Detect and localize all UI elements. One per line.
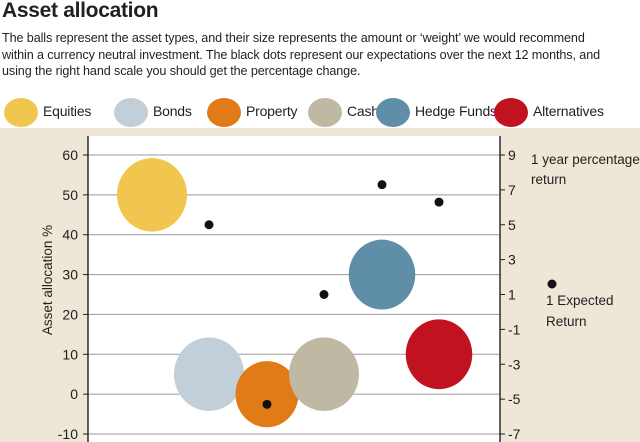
expected-return-dot [434,197,444,207]
y-tick-label-right: -1 [508,321,521,337]
legend-swatch-bonds [114,98,148,127]
legend-swatch-alternatives [494,98,528,127]
legend-swatch-cash [308,98,342,127]
annotation-label: Return [546,314,587,329]
y2-axis-label: return [531,172,566,187]
y2-axis-label: 1 year percentage [531,152,640,167]
legend-swatch-hedge-funds [376,98,410,127]
expected-return-dot [319,290,329,299]
y-tick-label-right: 9 [508,147,516,163]
legend-label: Cash [347,103,379,119]
ball-cash [289,337,359,411]
y-tick-label-left: -10 [58,426,78,442]
y-axis-label: Asset allocation % [40,225,55,335]
y-tick-label-left: 0 [70,386,78,402]
y-tick-label-right: 5 [508,217,516,233]
chart-subtitle: The balls represent the asset types, and… [2,30,638,80]
legend: Equities Bonds Property Cash Hedge Funds… [0,98,640,128]
ball-hedge-funds [348,239,416,310]
ball-equities [117,158,187,232]
ball-property [235,361,299,428]
legend-label: Bonds [153,103,192,119]
y-tick-label-right: 7 [508,182,516,198]
y-tick-label-right: -7 [508,426,521,442]
subtitle-line: within a currency neutral investment. Th… [2,47,600,62]
ball-alternatives [405,319,473,390]
subtitle-line: The balls represent the asset types, and… [2,31,585,45]
y-tick-label-right: 3 [508,252,516,268]
annotation-label: 1 Expected [546,293,614,308]
expected-return-dot [377,180,387,190]
y-tick-label-left: 10 [62,346,78,362]
legend-swatch-equities [4,98,38,127]
legend-label: Alternatives [533,103,604,119]
y-tick-label-left: 50 [62,187,78,203]
y-tick-label-right: 1 [508,287,516,303]
legend-label: Hedge Funds [415,103,497,119]
y-tick-label-left: 40 [62,227,78,243]
expected-return-dot [262,399,272,409]
ball-bonds [174,337,244,411]
subtitle-line: using the right hand scale you should ge… [2,64,361,78]
y-tick-label-right: -3 [508,356,521,372]
legend-label: Equities [43,103,92,119]
annotation-dot [547,279,557,289]
expected-return-dot [204,220,214,230]
y-tick-label-left: 20 [62,306,78,322]
legend-swatch-property [207,98,241,127]
y-tick-label-right: -5 [508,391,521,407]
legend-label: Property [246,103,298,119]
y-tick-label-left: 30 [62,267,78,283]
chart-title: Asset allocation [2,0,159,22]
y-tick-label-left: 60 [62,147,78,163]
